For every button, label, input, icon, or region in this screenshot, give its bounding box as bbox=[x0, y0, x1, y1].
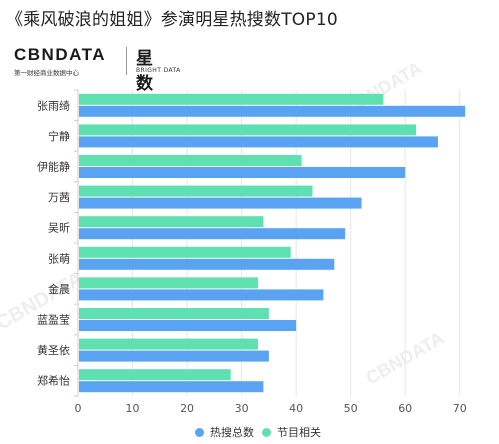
legend-label-program: 节目相关 bbox=[277, 426, 321, 439]
x-tick-label: 20 bbox=[180, 402, 194, 415]
bar-program bbox=[79, 216, 264, 228]
category-label: 黄圣依 bbox=[37, 343, 70, 357]
bar-program bbox=[79, 338, 258, 350]
category-label: 万茜 bbox=[48, 191, 70, 204]
category-label: 金晨 bbox=[48, 282, 70, 296]
bar-hot bbox=[79, 289, 324, 301]
chart-title: 《乘风破浪的姐姐》参演明星热搜数TOP10 bbox=[6, 10, 338, 30]
x-tick-label: 60 bbox=[398, 402, 412, 415]
bar-hot bbox=[79, 258, 335, 270]
bar-program bbox=[79, 369, 231, 381]
bright-data-subtitle: BRIGHT DATA bbox=[136, 67, 181, 74]
x-tick-label: 70 bbox=[453, 402, 467, 415]
x-tick-label: 40 bbox=[289, 402, 303, 415]
bar-hot bbox=[79, 320, 297, 331]
legend-item-program[interactable]: 节目相关 bbox=[262, 424, 321, 440]
bar-hot bbox=[79, 136, 438, 148]
bar-program bbox=[79, 124, 417, 136]
legend-label-hot: 热搜总数 bbox=[210, 426, 254, 439]
category-label: 张萌 bbox=[48, 251, 70, 265]
x-tick-label: 30 bbox=[235, 402, 249, 415]
bar-program bbox=[79, 246, 291, 258]
legend-dot-program-icon bbox=[262, 427, 271, 437]
legend-dot-hot-icon bbox=[195, 427, 204, 437]
category-label: 伊能静 bbox=[37, 160, 70, 174]
x-tick-label: 0 bbox=[75, 402, 82, 415]
cbndata-logo-text: CBNDATA bbox=[14, 45, 107, 64]
bar-program bbox=[79, 93, 384, 105]
bar-hot bbox=[79, 167, 406, 178]
bar-hot bbox=[79, 228, 346, 240]
bar-hot bbox=[79, 350, 269, 362]
bar-program bbox=[79, 277, 258, 289]
bar-hot bbox=[79, 197, 362, 209]
bar-program bbox=[79, 308, 269, 319]
x-tick-label: 10 bbox=[126, 402, 140, 415]
legend-item-hot[interactable]: 热搜总数 bbox=[195, 424, 254, 440]
bar-hot bbox=[79, 381, 264, 393]
category-label: 张雨绮 bbox=[37, 98, 70, 112]
category-label: 吴昕 bbox=[48, 222, 70, 235]
chart-legend: 热搜总数 节目相关 bbox=[0, 424, 499, 440]
category-label: 蓝盈莹 bbox=[37, 314, 70, 327]
bar-hot bbox=[79, 105, 466, 117]
logo-divider bbox=[126, 47, 127, 75]
cbndata-logo-subtitle: 第一财经商业数据中心 bbox=[14, 69, 79, 77]
bar-program bbox=[79, 185, 313, 197]
x-tick-label: 50 bbox=[344, 402, 358, 415]
category-label: 郑希怡 bbox=[37, 374, 70, 388]
category-label: 宁静 bbox=[48, 129, 70, 143]
bar-program bbox=[79, 155, 302, 166]
xingshu-logo-text: 星数 bbox=[136, 49, 153, 94]
